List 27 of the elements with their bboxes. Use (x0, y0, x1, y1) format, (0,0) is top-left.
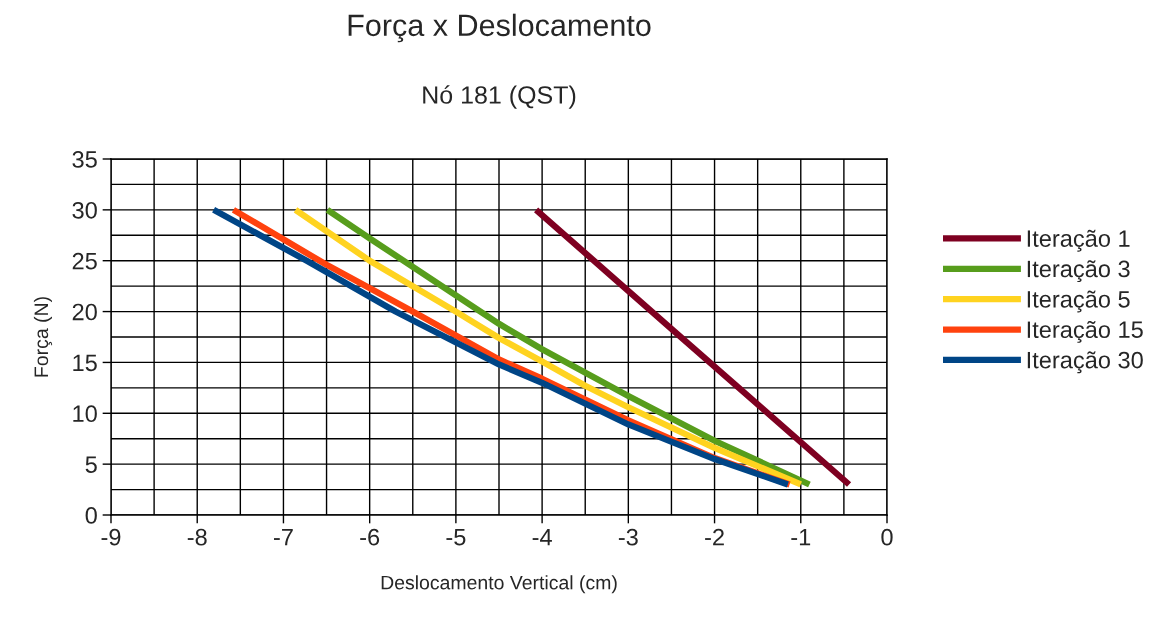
x-tick-label: -9 (101, 528, 121, 546)
x-tick-label: -5 (446, 529, 466, 546)
chart-title: Força x Deslocamento (348, 13, 651, 43)
x-tick-label: -1 (791, 529, 811, 546)
legend-label: Iteração 15 (1027, 320, 1143, 343)
legend-label: Iteração 5 (1027, 290, 1130, 313)
chart-subtitle: Nó 181 (QST) (423, 85, 576, 109)
x-tick-label: -7 (274, 529, 293, 546)
y-tick-label: 15 (73, 354, 97, 372)
x-tick-label: -6 (360, 528, 380, 546)
y-tick-label: 20 (72, 303, 97, 321)
y-tick-label: 25 (72, 252, 97, 270)
y-tick-label: 30 (72, 201, 97, 219)
x-tick-label: -8 (187, 528, 207, 546)
y-tick-label: 35 (72, 151, 97, 168)
x-axis-title: Deslocamento Vertical (cm) (381, 575, 617, 594)
x-tick-label: -3 (618, 528, 638, 546)
x-tick-label: 0 (881, 528, 893, 546)
x-tick-label: -2 (705, 528, 724, 546)
legend-label: Iteração 30 (1027, 351, 1143, 374)
legend-label: Iteração 1 (1027, 229, 1130, 252)
y-axis-title: Força (N) (33, 297, 53, 377)
y-tick-label: 0 (85, 507, 97, 524)
y-tick-label: 5 (85, 456, 97, 473)
x-tick-label: -4 (532, 529, 552, 546)
y-tick-label: 10 (73, 405, 97, 423)
legend-label: Iteração 3 (1027, 260, 1130, 283)
